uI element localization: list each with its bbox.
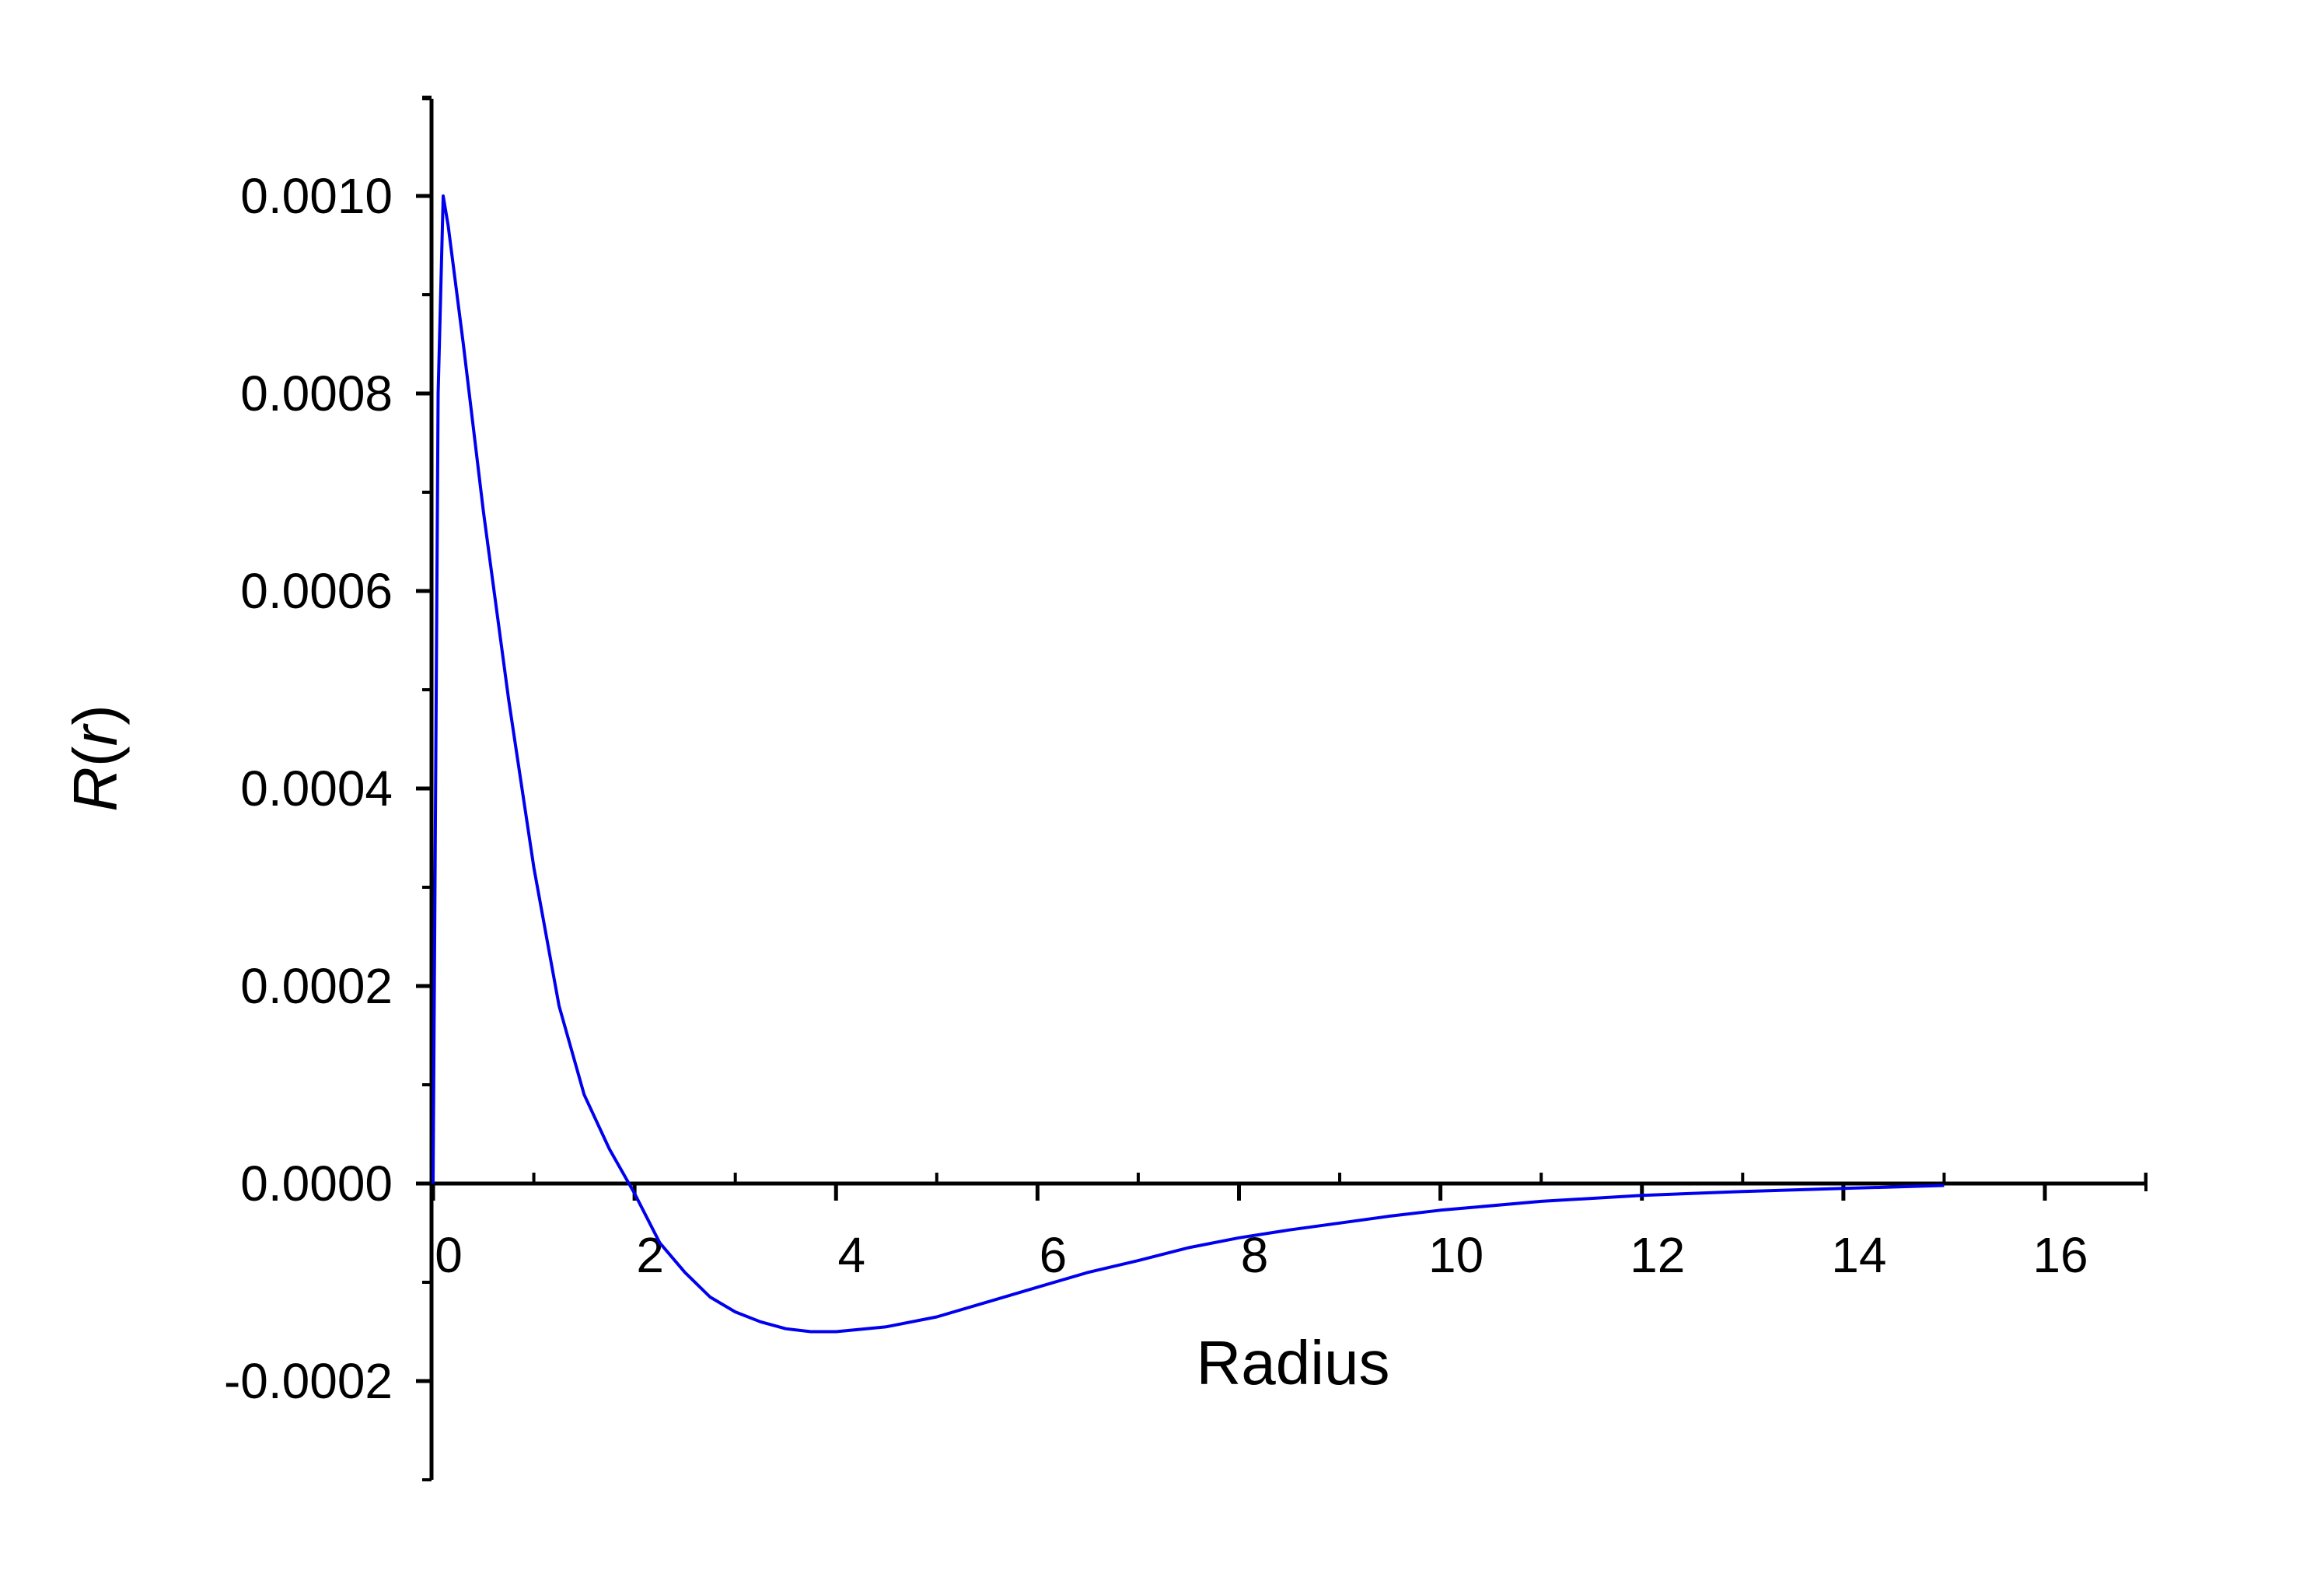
y-tick-label: 0.0006 xyxy=(240,563,393,619)
y-axis-title-arg: r xyxy=(61,722,130,746)
y-tick-label: 0.0010 xyxy=(240,168,393,224)
x-tick-label: 2 xyxy=(636,1227,664,1283)
y-tick-label: 0.0002 xyxy=(240,958,393,1014)
y-tick-label: -0.0002 xyxy=(224,1353,393,1409)
x-tick-label: 0 xyxy=(435,1227,463,1283)
series-line-0 xyxy=(432,194,1945,1334)
x-axis-title: Radius xyxy=(1196,1328,1389,1397)
x-tick-label: 16 xyxy=(2032,1227,2088,1283)
y-axis-title-close: ) xyxy=(61,705,130,726)
y-axis-title-main: R xyxy=(61,767,130,812)
x-tick-label: 12 xyxy=(1630,1227,1685,1283)
y-tick-label: 0.0000 xyxy=(240,1156,393,1212)
y-tick-label: 0.0004 xyxy=(240,761,393,816)
x-tick-label: 14 xyxy=(1831,1227,1886,1283)
y-axis-title: R(r) xyxy=(61,705,130,812)
x-tick-label: 6 xyxy=(1040,1227,1068,1283)
y-tick-label: 0.0008 xyxy=(240,365,393,421)
series-layer xyxy=(432,194,1945,1334)
y-axis: -0.0002 0.0000 0.0002 0.0004 0.0006 0.0008 0.0… xyxy=(224,96,434,1481)
x-tick-label: 4 xyxy=(837,1227,865,1283)
x-tick-label: 10 xyxy=(1428,1227,1484,1283)
y-axis-title-open: ( xyxy=(61,746,130,767)
